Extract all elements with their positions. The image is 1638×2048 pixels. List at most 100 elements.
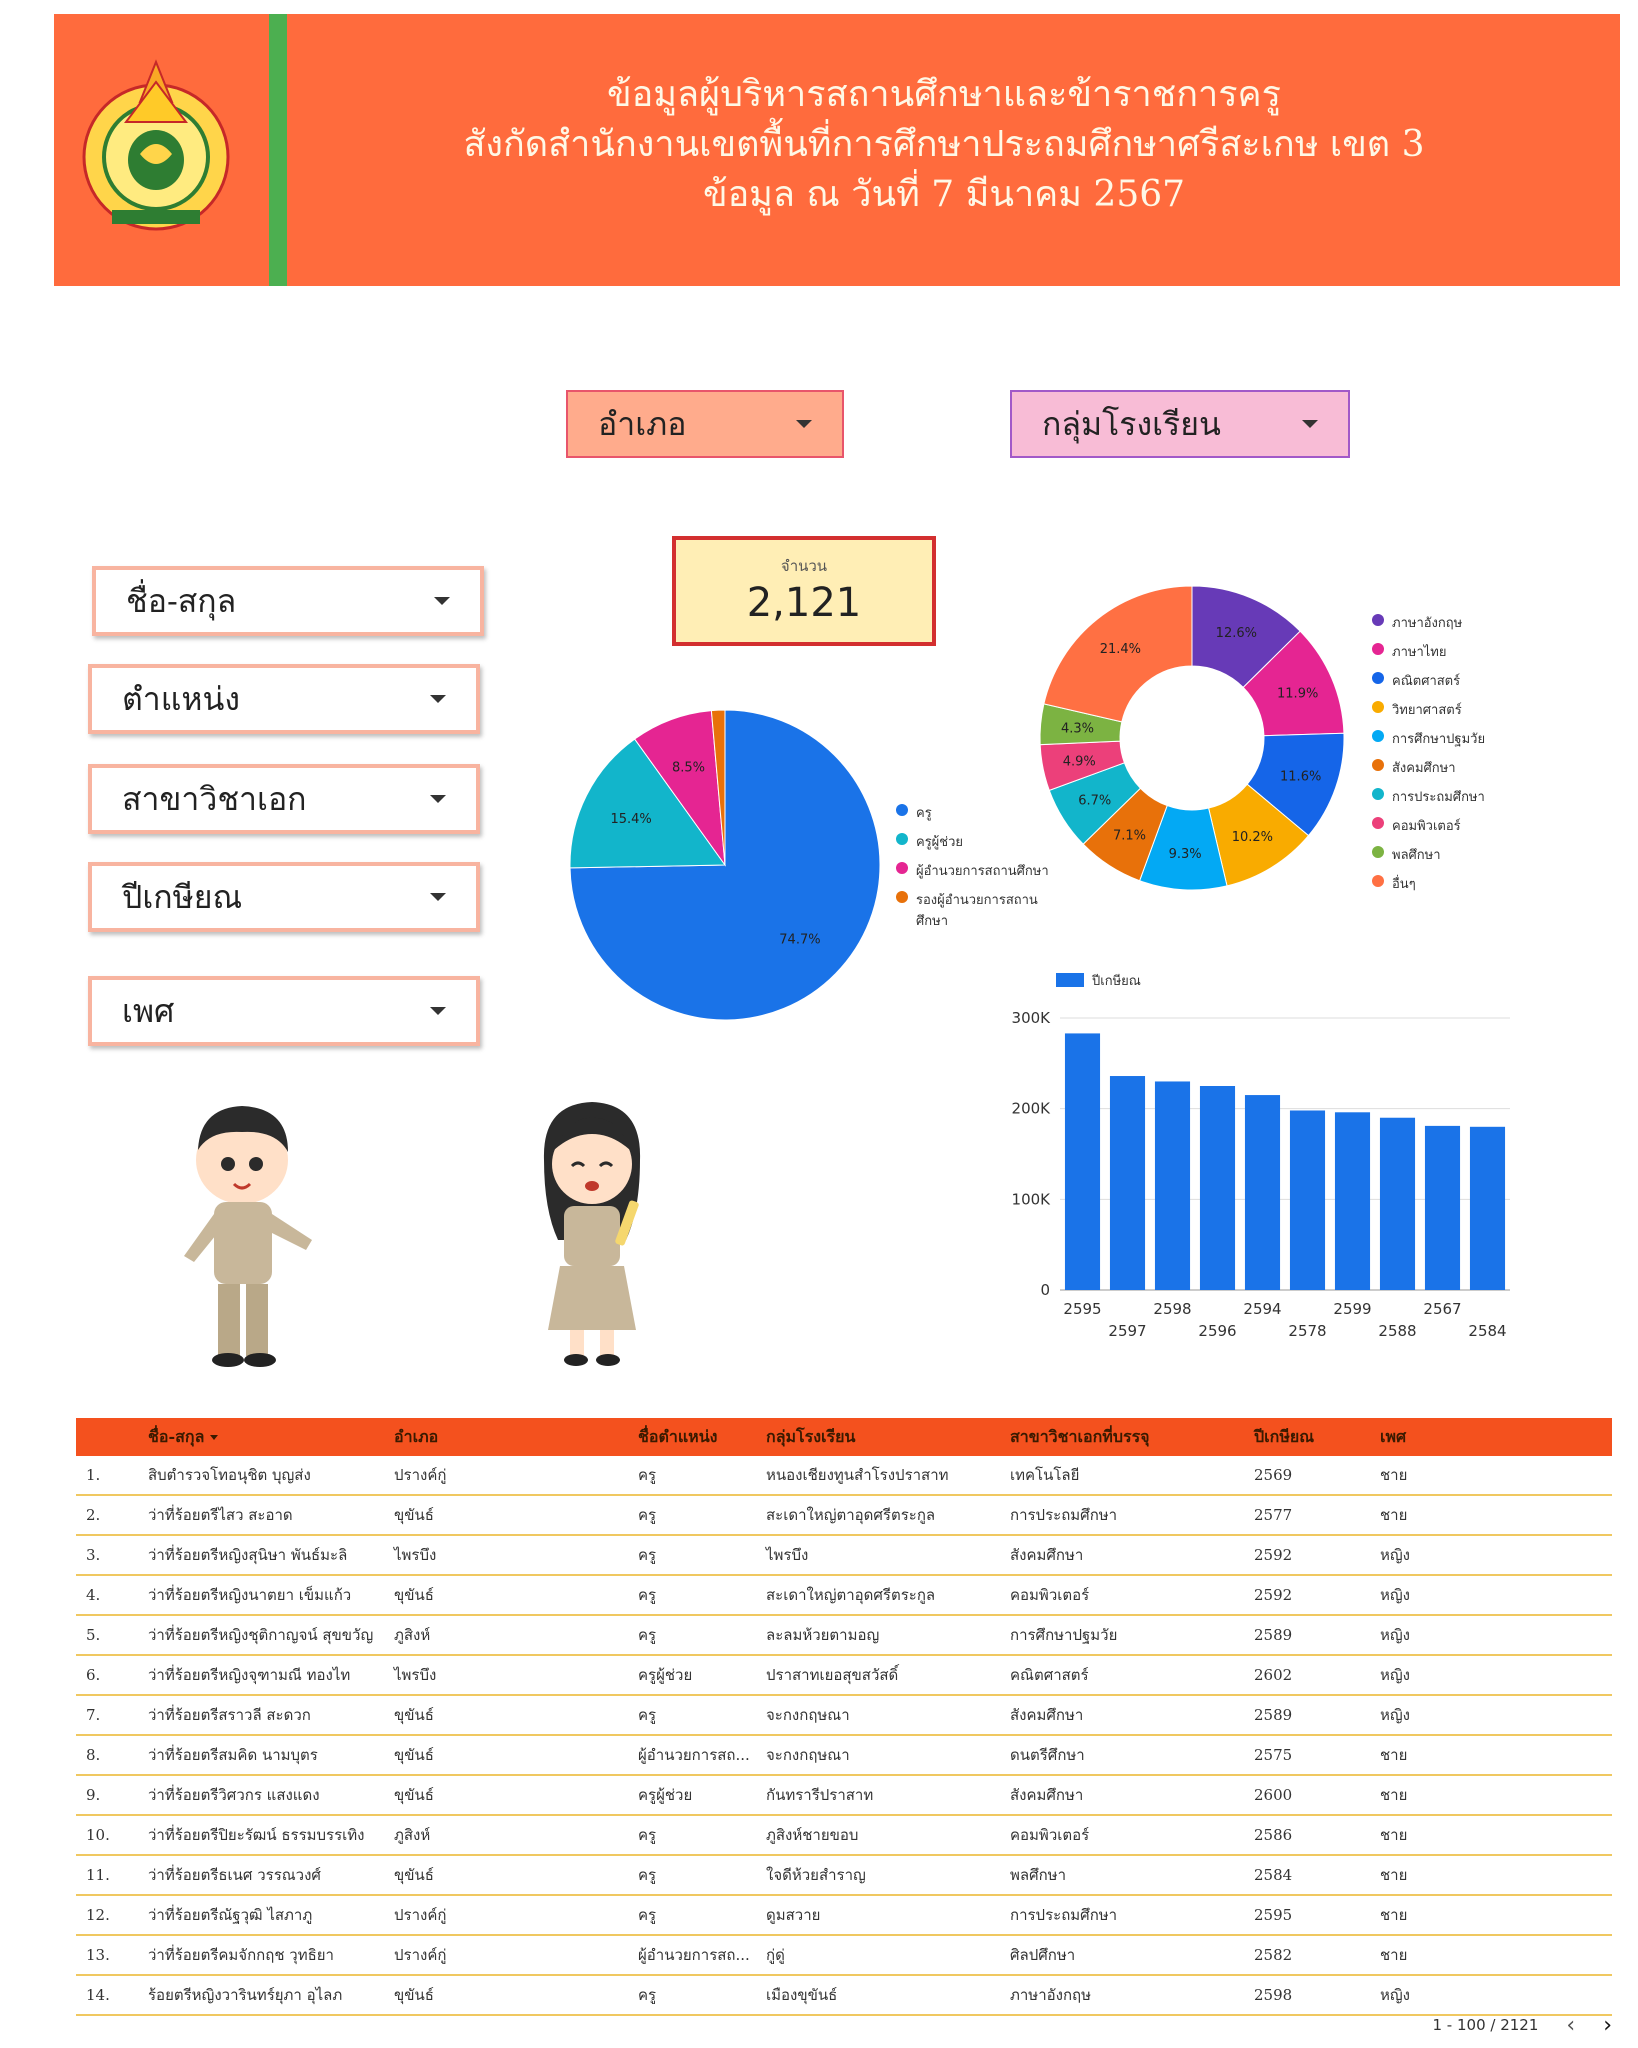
table-row[interactable]: 5. ว่าที่ร้อยตรีหญิงชุติกาญจน์ สุขขวัญ ภูส… bbox=[76, 1616, 1612, 1656]
legend-swatch bbox=[1372, 759, 1384, 771]
row-retire-year: 2600 bbox=[1254, 1786, 1293, 1804]
bar[interactable] bbox=[1064, 1033, 1101, 1290]
table-row[interactable]: 8. ว่าที่ร้อยตรีสมคิด นามบุตร ขุขันธ์ ผู้อำ… bbox=[76, 1736, 1612, 1776]
slice-10[interactable] bbox=[1043, 585, 1193, 723]
legend-swatch bbox=[1372, 846, 1384, 858]
col-position[interactable]: ชื่อตำแหน่ง bbox=[638, 1426, 718, 1446]
table-row[interactable]: 9. ว่าที่ร้อยตรีวิศวกร แสงแดง ขุขันธ์ ครูผู… bbox=[76, 1776, 1612, 1816]
bar[interactable] bbox=[1469, 1126, 1506, 1290]
bar[interactable] bbox=[1154, 1081, 1191, 1290]
slice-4[interactable] bbox=[710, 709, 726, 866]
legend-item[interactable]: ภาษาอังกฤษ bbox=[1372, 612, 1552, 633]
table-row[interactable]: 7. ว่าที่ร้อยตรีสราวลี สะดวก ขุขันธ์ ครู จะก… bbox=[76, 1696, 1612, 1736]
school-group-dropdown[interactable]: กลุ่มโรงเรียน bbox=[1010, 390, 1350, 458]
legend-swatch bbox=[896, 891, 908, 903]
bar[interactable] bbox=[1289, 1110, 1326, 1290]
table-row[interactable]: 13. ว่าที่ร้อยตรีคมจักกฤช วุทธิยา ปรางค์กู… bbox=[76, 1936, 1612, 1976]
legend-item[interactable]: สังคมศึกษา bbox=[1372, 757, 1552, 778]
scorecard-value: 2,121 bbox=[746, 580, 862, 626]
gender-dropdown[interactable]: เพศ bbox=[88, 976, 480, 1046]
row-retire-year: 2569 bbox=[1254, 1466, 1293, 1484]
legend-item[interactable]: พลศึกษา bbox=[1372, 844, 1552, 865]
col-school-group[interactable]: กลุ่มโรงเรียน bbox=[766, 1426, 856, 1446]
row-index: 14. bbox=[86, 1986, 110, 2004]
legend-item[interactable]: ภาษาไทย bbox=[1372, 641, 1552, 662]
table-row[interactable]: 12. ว่าที่ร้อยตรีณัฐวุฒิ ไสภาภู ปรางค์กู่ ค… bbox=[76, 1896, 1612, 1936]
table-row[interactable]: 14. ร้อยตรีหญิงวารินทร์ยุภา อุไลภ ขุขันธ์ ค… bbox=[76, 1976, 1612, 2016]
name-dropdown[interactable]: ชื่อ-สกุล bbox=[92, 566, 484, 636]
col-retire-year[interactable]: ปีเกษียณ bbox=[1254, 1426, 1315, 1446]
legend-item[interactable]: คณิตศาสตร์ bbox=[1372, 670, 1552, 691]
major-donut-chart[interactable]: 12.6% 11.9% 11.6% 10.2% 9.3% 7.1% 6.7% 4.9% 4.3%… bbox=[1032, 578, 1352, 898]
chevron-left-icon[interactable]: ‹ bbox=[1566, 2012, 1576, 2038]
position-dropdown[interactable]: ตำแหน่ง bbox=[88, 664, 480, 734]
legend-item[interactable]: การศึกษาปฐมวัย bbox=[1372, 728, 1552, 749]
name-dropdown-label: ชื่อ-สกุล bbox=[126, 581, 237, 620]
sort-desc-icon[interactable] bbox=[210, 1434, 219, 1440]
bar[interactable] bbox=[1199, 1086, 1236, 1290]
bar[interactable] bbox=[1334, 1112, 1371, 1290]
table-row[interactable]: 1. สิบตำรวจโทอนุชิต บุญส่ง ปรางค์กู่ ครู หนอ… bbox=[76, 1456, 1612, 1496]
row-name: ว่าที่ร้อยตรีหญิงนาตยา เข็มแก้ว bbox=[148, 1586, 352, 1604]
table-row[interactable]: 3. ว่าที่ร้อยตรีหญิงสุนิษา พันธ์มะลิ ไพรบึ… bbox=[76, 1536, 1612, 1576]
row-school-group: กู่ดู่ bbox=[766, 1946, 785, 1964]
position-pie-legend: ครูครูผู้ช่วยผู้อำนวยการสถานศึกษารองผู้อ… bbox=[896, 802, 1066, 939]
legend-swatch bbox=[1372, 672, 1384, 684]
legend-label: สังคมศึกษา bbox=[1392, 761, 1456, 776]
y-tick-label: 0 bbox=[1040, 1281, 1050, 1299]
row-retire-year: 2592 bbox=[1254, 1586, 1293, 1604]
legend-item[interactable]: การประถมศึกษา bbox=[1372, 786, 1552, 807]
row-school-group: กันทรารีปราสาท bbox=[766, 1786, 874, 1804]
retire-year-bar-chart[interactable]: ปีเกษียณ 0 100K 200K 300K 2595 2597 2598 2596 259… bbox=[996, 960, 1532, 1350]
table-row[interactable]: 11. ว่าที่ร้อยตรีธเนศ วรรณวงศ์ ขุขันธ์ ครู ใ… bbox=[76, 1856, 1612, 1896]
col-gender[interactable]: เพศ bbox=[1380, 1426, 1407, 1446]
row-district: ขุขันธ์ bbox=[394, 1586, 434, 1604]
row-name: ว่าที่ร้อยตรีไสว สะอาด bbox=[148, 1506, 293, 1524]
legend-item[interactable]: วิทยาศาสตร์ bbox=[1372, 699, 1552, 720]
bar[interactable] bbox=[1244, 1095, 1281, 1290]
row-gender: ชาย bbox=[1380, 1506, 1408, 1524]
district-dropdown[interactable]: อำเภอ bbox=[566, 390, 844, 458]
row-district: ขุขันธ์ bbox=[394, 1986, 434, 2004]
bar[interactable] bbox=[1424, 1125, 1461, 1290]
row-school-group: หนองเชียงทูนสำโรงปราสาท bbox=[766, 1466, 949, 1484]
table-row[interactable]: 2. ว่าที่ร้อยตรีไสว สะอาด ขุขันธ์ ครู สะเดาใ… bbox=[76, 1496, 1612, 1536]
retire-year-dropdown-label: ปีเกษียณ bbox=[122, 877, 243, 916]
position-pie-chart[interactable]: 74.7% 15.4% 8.5% bbox=[560, 700, 890, 1030]
x-tick-label: 2595 bbox=[1063, 1300, 1101, 1318]
bar[interactable] bbox=[1379, 1117, 1416, 1290]
x-tick-label: 2584 bbox=[1468, 1322, 1506, 1340]
col-major[interactable]: สาขาวิชาเอกที่บรรจุ bbox=[1010, 1426, 1150, 1446]
retire-year-dropdown[interactable]: ปีเกษียณ bbox=[88, 862, 480, 932]
legend-label: พลศึกษา bbox=[1392, 848, 1441, 863]
row-position: ผู้อำนวยการสถ... bbox=[638, 1746, 750, 1764]
row-name: ว่าที่ร้อยตรีธเนศ วรรณวงศ์ bbox=[148, 1866, 321, 1884]
chevron-down-icon bbox=[796, 420, 812, 428]
col-district[interactable]: อำเภอ bbox=[394, 1426, 439, 1446]
table-row[interactable]: 4. ว่าที่ร้อยตรีหญิงนาตยา เข็มแก้ว ขุขันธ์… bbox=[76, 1576, 1612, 1616]
legend-item[interactable]: รองผู้อำนวยการสถานศึกษา bbox=[896, 889, 1066, 931]
row-name: ว่าที่ร้อยตรีณัฐวุฒิ ไสภาภู bbox=[148, 1906, 313, 1924]
col-name[interactable]: ชื่อ-สกุล bbox=[148, 1425, 394, 1450]
major-dropdown[interactable]: สาขาวิชาเอก bbox=[88, 764, 480, 834]
table-row[interactable]: 10. ว่าที่ร้อยตรีปิยะรัฒน์ ธรรมบรรเทิง ภูส… bbox=[76, 1816, 1612, 1856]
legend-label: คอมพิวเตอร์ bbox=[1392, 819, 1461, 834]
y-tick-label: 300K bbox=[1012, 1009, 1052, 1027]
legend-item[interactable]: คอมพิวเตอร์ bbox=[1372, 815, 1552, 836]
slice-label: 11.6% bbox=[1280, 770, 1321, 785]
legend-item[interactable]: ครูผู้ช่วย bbox=[896, 831, 1066, 852]
legend-item[interactable]: อื่นๆ bbox=[1372, 873, 1552, 894]
legend-item[interactable]: ครู bbox=[896, 802, 1066, 823]
bar[interactable] bbox=[1109, 1076, 1146, 1290]
slice-label: 11.9% bbox=[1277, 687, 1318, 702]
chevron-right-icon[interactable]: › bbox=[1603, 2012, 1612, 2038]
row-name: ว่าที่ร้อยตรีหญิงชุติกาญจน์ สุขขวัญ bbox=[148, 1626, 374, 1644]
legend-item[interactable]: ผู้อำนวยการสถานศึกษา bbox=[896, 860, 1066, 881]
row-index: 13. bbox=[86, 1946, 110, 1964]
slice-2[interactable] bbox=[569, 738, 726, 869]
row-name: ว่าที่ร้อยตรีวิศวกร แสงแดง bbox=[148, 1786, 320, 1804]
table-row[interactable]: 6. ว่าที่ร้อยตรีหญิงจุฑามณี ทองไท ไพรบึง คร… bbox=[76, 1656, 1612, 1696]
legend-label: รองผู้อำนวยการสถานศึกษา bbox=[916, 893, 1038, 929]
row-district: ภูสิงห์ bbox=[394, 1826, 431, 1844]
legend-swatch bbox=[1372, 643, 1384, 655]
